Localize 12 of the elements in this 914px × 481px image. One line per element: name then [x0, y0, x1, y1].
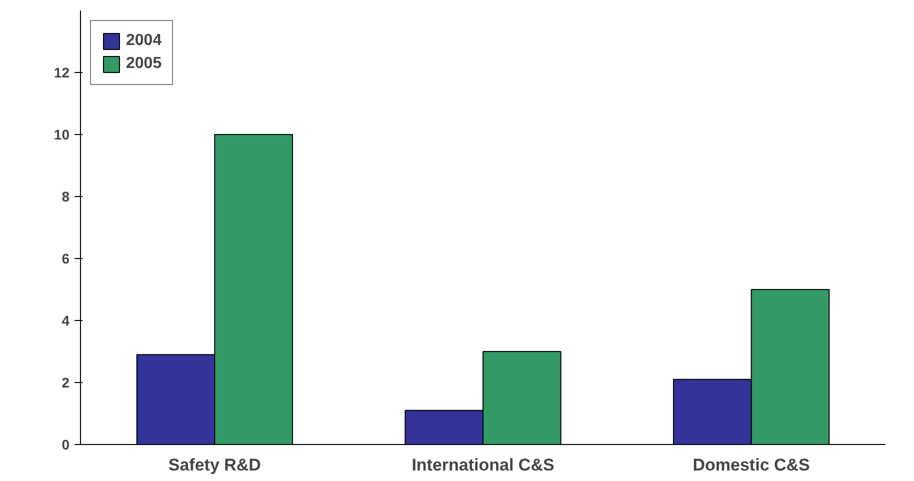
- y-tick-label: 10: [54, 126, 70, 142]
- x-tick-label: International C&S: [412, 456, 554, 474]
- x-tick-label: Safety R&D: [168, 456, 261, 474]
- x-tick-label: Domestic C&S: [692, 456, 810, 474]
- y-tick-label: 8: [62, 188, 70, 204]
- y-tick-label: 0: [62, 436, 70, 452]
- y-tick-label: 6: [62, 250, 70, 266]
- y-tick-label: 12: [54, 64, 70, 80]
- y-tick-label: 4: [62, 312, 70, 328]
- y-tick-label: 2: [62, 374, 70, 390]
- legend-label: 2004: [126, 32, 162, 50]
- legend-label: 2005: [126, 55, 162, 73]
